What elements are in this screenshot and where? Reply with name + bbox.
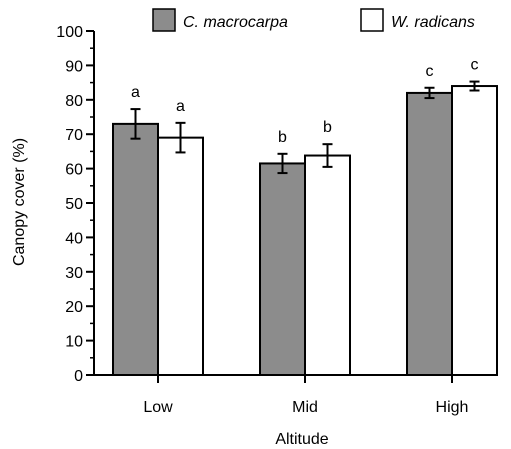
bar-c-macrocarpa-low: [112, 122, 159, 376]
x-tick-label: High: [436, 399, 469, 416]
bars: a a b b c c: [112, 57, 498, 376]
y-tick-label: 80: [65, 93, 83, 110]
y-tick-label: 50: [65, 196, 83, 213]
x-tick-label: Mid: [292, 399, 318, 416]
bar-w-radicans-low: [157, 136, 204, 376]
legend-label: W. radicans: [391, 14, 475, 31]
x-axis-title: Altitude: [275, 431, 328, 448]
significance-letter: a: [131, 84, 140, 101]
significance-letter: b: [323, 119, 332, 136]
y-tick-label: 40: [65, 230, 83, 247]
significance-letter: a: [176, 98, 185, 115]
y-tick-label: 60: [65, 162, 83, 179]
y-tick-label: 20: [65, 299, 83, 316]
x-tick-label: Low: [143, 399, 173, 416]
bar-c-macrocarpa-high: [406, 91, 453, 376]
y-tick-label: 90: [65, 58, 83, 75]
significance-letter: c: [471, 57, 479, 74]
axes: 0 10 20 30 40 50 60 70 80 90 100 Low Mid High: [56, 24, 498, 416]
legend-label: C. macrocarpa: [183, 14, 288, 31]
legend: C. macrocarpa W. radicans: [152, 8, 475, 32]
y-tick-label: 30: [65, 265, 83, 282]
bar-w-radicans-high: [451, 85, 498, 376]
bar-c-macrocarpa-mid: [259, 162, 306, 376]
significance-letter: c: [426, 63, 434, 80]
y-tick-label: 70: [65, 127, 83, 144]
y-tick-label: 0: [74, 368, 83, 385]
significance-letter: b: [278, 129, 287, 146]
y-axis-title: Canopy cover (%): [11, 138, 28, 266]
y-tick-label: 100: [56, 24, 83, 41]
y-tick-label: 10: [65, 334, 83, 351]
legend-swatch: [152, 8, 176, 32]
bar-w-radicans-mid: [304, 154, 351, 376]
legend-swatch: [360, 8, 384, 32]
